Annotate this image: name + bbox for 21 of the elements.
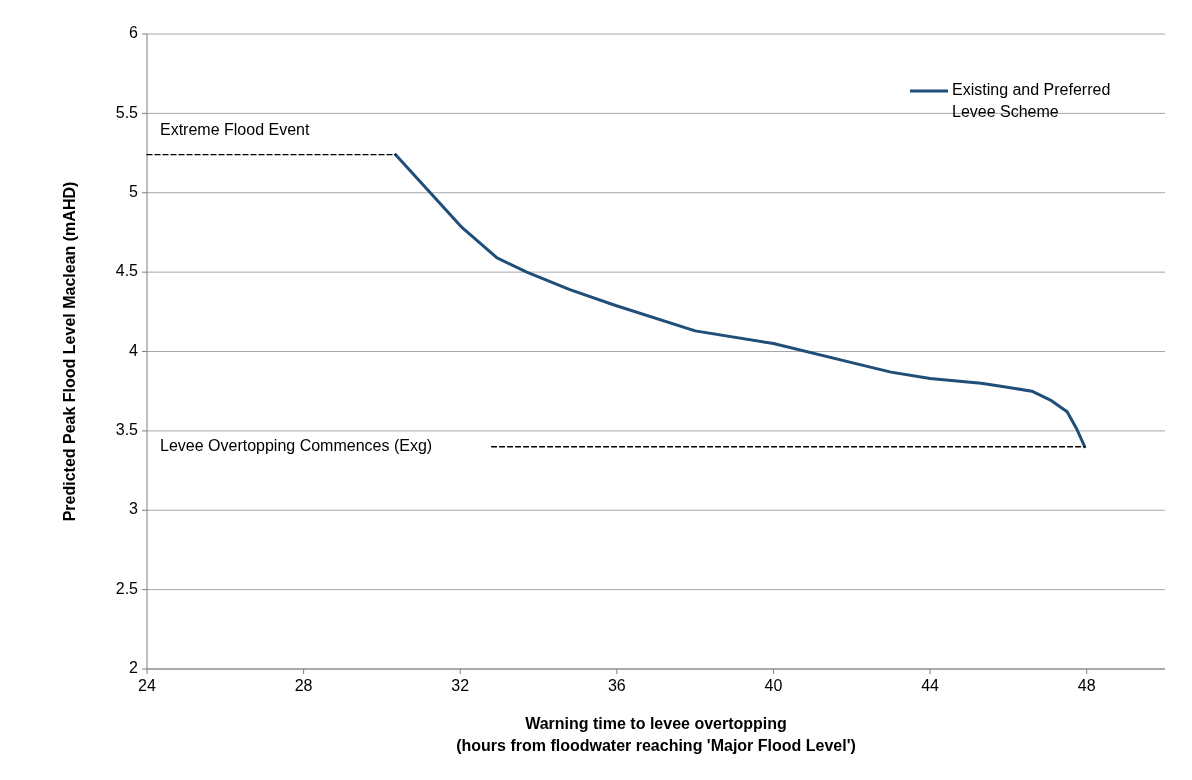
x-tick-label: 24 [138, 677, 156, 694]
y-tick-label: 2.5 [115, 579, 139, 597]
x-axis-title: Warning time to levee overtopping (hours from floodwater reaching 'Major Flood Level') [456, 715, 856, 754]
y-tick-label: 3 [129, 500, 139, 518]
y-tick-label: 3.5 [115, 421, 139, 439]
annotation: Levee Overtopping Commences (Exg) [160, 436, 433, 454]
x-tick-label: 44 [921, 677, 940, 694]
y-axis-title: Predicted Peak Flood Level Maclean (mAHD) [61, 181, 78, 522]
y-tick-label: 4.5 [115, 262, 139, 280]
y-tick-label: 4 [129, 341, 139, 359]
x-tick-label: 48 [1077, 677, 1096, 694]
x-tick-label: 40 [764, 677, 783, 694]
x-tick-label: 28 [294, 677, 313, 694]
y-tick-label: 5 [129, 182, 139, 200]
y-tick-label: 2 [129, 659, 139, 677]
x-tick-label: 32 [451, 677, 470, 694]
y-tick-label: 6 [129, 24, 139, 42]
y-tick-label: 5.5 [115, 103, 139, 121]
legend-label: Existing and Preferred Levee Scheme [952, 81, 1111, 121]
x-tick-label: 36 [607, 677, 626, 694]
annotation: Extreme Flood Event [160, 120, 310, 138]
